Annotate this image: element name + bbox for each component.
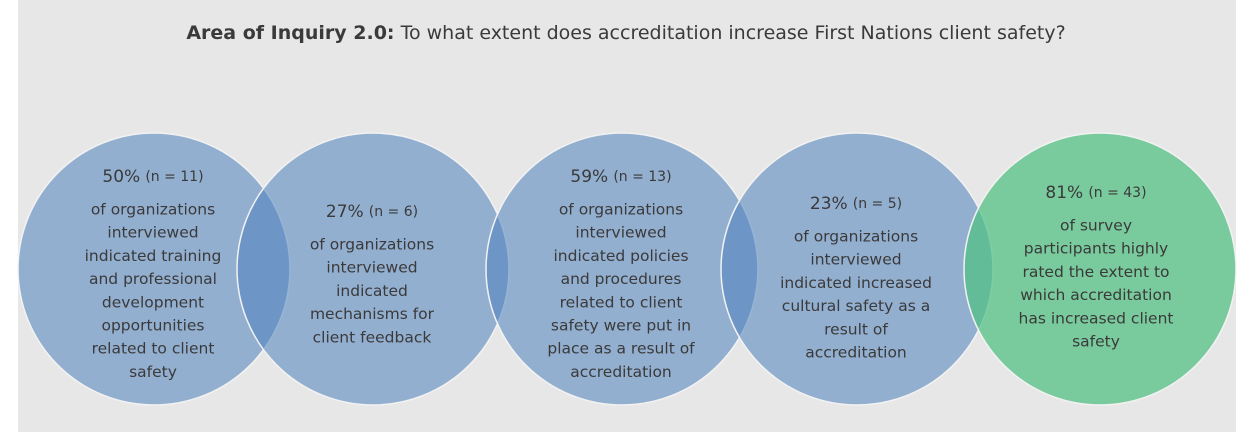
description-line: client feedback <box>313 328 432 346</box>
description-line: and professional <box>89 270 217 288</box>
description-line: and procedures <box>561 270 682 288</box>
circles <box>17 132 1237 406</box>
description-line: mechanisms for <box>310 305 435 323</box>
description-line: cultural safety as a <box>782 297 930 315</box>
description-line: indicated training <box>85 247 222 265</box>
stat-value: 81% <box>1045 183 1083 203</box>
description-line: interviewed <box>107 224 198 242</box>
stat-value: 59% <box>570 167 608 187</box>
title-bold: Area of Inquiry 2.0: <box>186 22 394 44</box>
stat-value: 50% <box>102 167 140 187</box>
description-line: safety <box>1072 333 1120 351</box>
description-line: indicated increased <box>780 274 932 292</box>
description-line: of survey <box>1060 217 1132 235</box>
description-line: interviewed <box>810 251 901 269</box>
stat-value: 23% <box>810 194 848 214</box>
stat-value: 27% <box>326 202 364 222</box>
stat-n: (n = 43) <box>1088 185 1146 201</box>
description-line: place as a result of <box>547 340 695 358</box>
description-line: which accreditation <box>1020 286 1172 304</box>
description-line: safety <box>129 363 177 381</box>
stat-n: (n = 5) <box>853 196 902 212</box>
stat: 50% (n = 11) <box>102 167 203 188</box>
description-line: of organizations <box>310 236 434 254</box>
stat: 81% (n = 43) <box>1045 183 1146 204</box>
description-line: opportunities <box>101 317 204 335</box>
description-line: accreditation <box>805 344 907 362</box>
description-line: accreditation <box>570 363 672 381</box>
stat-n: (n = 11) <box>145 169 203 185</box>
stat: 59% (n = 13) <box>570 167 671 188</box>
description-line: of organizations <box>91 201 215 219</box>
stat-n: (n = 6) <box>369 204 418 220</box>
description-line: related to client <box>92 340 215 358</box>
description-line: indicated policies <box>553 247 688 265</box>
description-line: related to client <box>560 293 683 311</box>
description-line: of organizations <box>794 228 918 246</box>
description-line: rated the extent to <box>1022 263 1169 281</box>
description-line: development <box>102 293 204 311</box>
stat: 27% (n = 6) <box>326 202 418 223</box>
circle <box>720 132 994 406</box>
description-line: interviewed <box>575 224 666 242</box>
description-line: indicated <box>336 282 408 300</box>
description-line: participants highly <box>1024 240 1168 258</box>
description-line: safety were put in <box>551 317 691 335</box>
stat-n: (n = 13) <box>613 169 671 185</box>
description-line: of organizations <box>559 201 683 219</box>
description-line: interviewed <box>326 259 417 277</box>
stat: 23% (n = 5) <box>810 194 902 215</box>
circle <box>963 132 1237 406</box>
description-line: has increased client <box>1019 309 1174 327</box>
title: Area of Inquiry 2.0: To what extent does… <box>186 22 1065 44</box>
title-rest: To what extent does accreditation increa… <box>400 22 1066 44</box>
description-line: result of <box>824 320 888 338</box>
